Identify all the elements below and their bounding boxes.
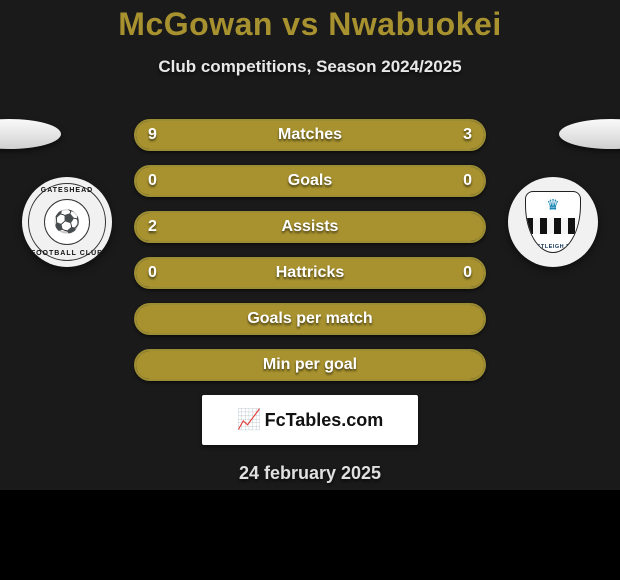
crest-right-bottom-text: EASTLEIGH F.C. <box>526 244 580 250</box>
stat-bar-value-left: 0 <box>148 172 157 190</box>
stat-bar-value-right: 3 <box>463 126 472 144</box>
date-label: 24 february 2025 <box>0 463 620 484</box>
stat-bar-value-left: 9 <box>148 126 157 144</box>
stat-bar-label: Matches <box>136 126 484 144</box>
stat-bars-container: Matches93Goals00Assists2Hattricks00Goals… <box>134 119 486 381</box>
club-crest-left: GATESHEAD ⚽ FOOTBALL CLUB <box>22 177 112 267</box>
stat-bar-label: Hattricks <box>136 264 484 282</box>
stat-bar-label: Min per goal <box>136 356 484 374</box>
stat-bar-label: Assists <box>136 218 484 236</box>
stat-bar-label: Goals <box>136 172 484 190</box>
flag-right <box>559 119 620 149</box>
brand-logo-icon: 📈 <box>237 407 259 432</box>
crest-right-crown-icon: ♛ <box>526 196 580 214</box>
stat-bar: Assists2 <box>134 211 486 243</box>
page-title: McGowan vs Nwabuokei <box>0 0 620 43</box>
crest-left-top-text: GATESHEAD <box>22 187 112 194</box>
flag-left <box>0 119 61 149</box>
crest-left-bottom-text: FOOTBALL CLUB <box>22 250 112 257</box>
brand-badge[interactable]: 📈 FcTables.com <box>202 395 418 445</box>
title-left: McGowan <box>118 6 273 42</box>
stat-bar: Matches9 3 <box>134 119 486 151</box>
brand-label: FcTables.com <box>265 410 384 431</box>
crest-left-center-icon: ⚽ <box>22 209 112 235</box>
subtitle: Club competitions, Season 2024/2025 <box>0 57 620 77</box>
stat-bar-value-right: 0 <box>463 264 472 282</box>
stat-bar-value-right: 0 <box>463 172 472 190</box>
stat-bar-label: Goals per match <box>136 310 484 328</box>
stat-bar-value-left: 2 <box>148 218 157 236</box>
stat-bar: Min per goal <box>134 349 486 381</box>
stat-bar-value-left: 0 <box>148 264 157 282</box>
title-mid: vs <box>273 6 328 42</box>
stat-bar: Goals0 0 <box>134 165 486 197</box>
title-right: Nwabuokei <box>328 6 501 42</box>
stat-bar: Hattricks0 0 <box>134 257 486 289</box>
stat-bar: Goals per match <box>134 303 486 335</box>
club-crest-right: ♛ EASTLEIGH F.C. <box>508 177 598 267</box>
